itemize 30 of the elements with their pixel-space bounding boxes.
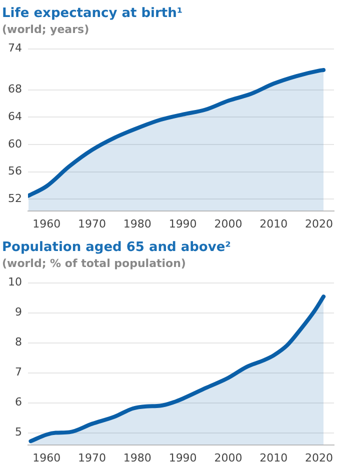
chart-subtitle: (world; % of total population) bbox=[2, 257, 186, 270]
y-tick-label: 68 bbox=[8, 82, 22, 96]
y-tick-label: 74 bbox=[8, 42, 22, 55]
x-tick-label: 1960 bbox=[32, 217, 61, 230]
y-tick-label: 5 bbox=[14, 426, 22, 439]
y-tick-label: 60 bbox=[8, 137, 22, 150]
chart-title: Population aged 65 and above² bbox=[2, 240, 231, 256]
y-tick-label: 8 bbox=[14, 336, 22, 349]
x-tick-label: 1980 bbox=[123, 217, 152, 230]
y-tick-label: 56 bbox=[8, 164, 22, 178]
y-tick-label: 10 bbox=[8, 276, 22, 289]
x-tick-label: 1970 bbox=[78, 217, 106, 230]
x-tick-label: 1970 bbox=[78, 451, 106, 464]
x-tick-label: 2020 bbox=[305, 217, 334, 230]
y-tick-label: 64 bbox=[8, 110, 22, 124]
chart-subtitle: (world; years) bbox=[2, 23, 90, 36]
x-tick-label: 2000 bbox=[214, 217, 242, 230]
y-tick-label: 52 bbox=[8, 192, 22, 206]
x-tick-label: 1980 bbox=[123, 451, 152, 464]
x-tick-label: 2020 bbox=[305, 451, 334, 464]
y-tick-label: 7 bbox=[14, 366, 22, 379]
y-tick-label: 6 bbox=[14, 396, 22, 409]
x-tick-label: 2000 bbox=[214, 451, 242, 464]
x-tick-label: 2010 bbox=[260, 217, 288, 230]
x-tick-label: 1990 bbox=[168, 217, 197, 230]
x-tick-label: 2010 bbox=[260, 451, 288, 464]
x-tick-label: 1990 bbox=[168, 451, 197, 464]
x-tick-label: 1960 bbox=[32, 451, 61, 464]
chart-title: Life expectancy at birth¹ bbox=[2, 6, 183, 22]
y-tick-label: 9 bbox=[14, 306, 22, 319]
